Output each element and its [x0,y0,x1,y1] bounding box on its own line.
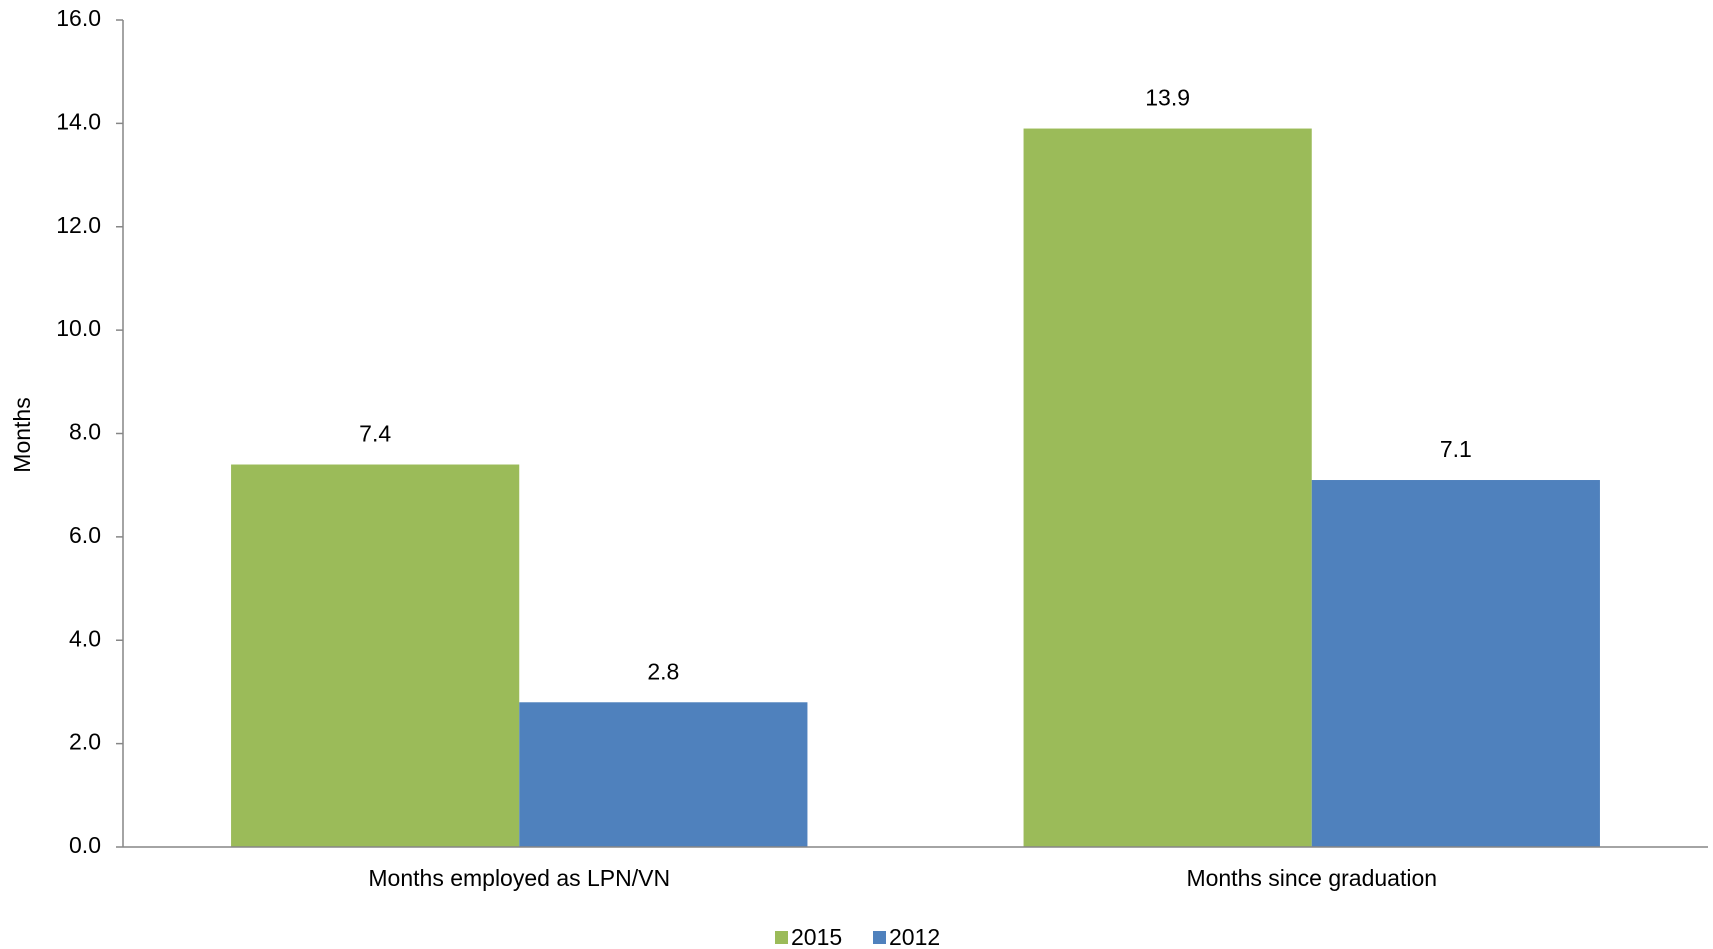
bar [519,702,808,847]
y-axis-label: Months [9,397,35,472]
y-tick-label: 8.0 [69,419,101,445]
bar [1311,480,1600,847]
y-tick-label: 14.0 [56,108,101,134]
y-tick-label: 6.0 [69,522,101,548]
data-label: 7.1 [1440,436,1472,462]
data-label: 7.4 [359,421,391,447]
y-tick-label: 2.0 [69,729,101,755]
bar [231,464,520,847]
data-label: 2.8 [647,658,679,684]
legend-swatch [873,931,886,944]
y-tick-label: 10.0 [56,315,101,341]
data-label: 13.9 [1145,85,1190,111]
legend-swatch [775,931,788,944]
legend-label: 2012 [889,924,940,949]
y-tick-label: 12.0 [56,212,101,238]
y-tick-label: 0.0 [69,832,101,858]
y-tick-label: 4.0 [69,625,101,651]
x-tick-label: Months employed as LPN/VN [368,865,670,891]
legend-label: 2015 [791,924,842,949]
x-tick-label: Months since graduation [1186,865,1437,891]
bar [1023,128,1312,847]
y-tick-label: 16.0 [56,5,101,31]
